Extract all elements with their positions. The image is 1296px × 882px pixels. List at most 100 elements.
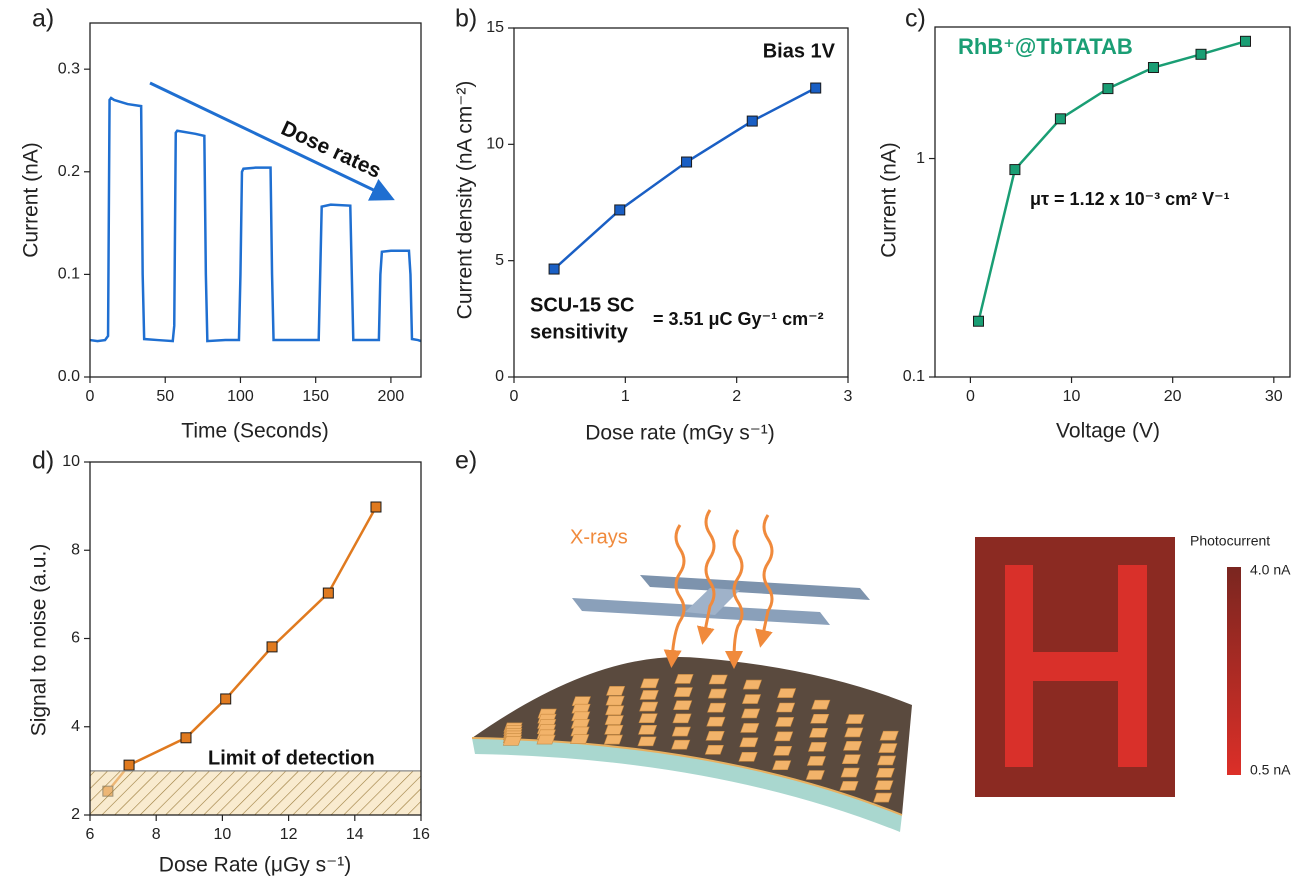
pixel <box>841 768 859 777</box>
pixel <box>673 714 691 723</box>
pixel <box>879 744 897 753</box>
figure: e) X-rays Photocurrent 4.0 nA 0.5 nA a)T… <box>0 0 1296 882</box>
y-tick-label: 0 <box>495 368 504 385</box>
panel-label: e) <box>455 447 477 475</box>
pixel <box>876 768 894 777</box>
colorbar-label: 0.5 nA <box>1250 762 1291 778</box>
colorbar-label: 4.0 nA <box>1250 562 1291 578</box>
axes-frame <box>90 23 421 377</box>
pixel <box>877 756 895 765</box>
pixel <box>675 674 693 683</box>
x-axis-label: Voltage (V) <box>1056 420 1160 443</box>
pixel <box>705 745 723 754</box>
y-tick-label: 0.3 <box>58 60 80 77</box>
y-tick-label: 0.2 <box>58 163 80 180</box>
marker <box>549 264 559 274</box>
pixel <box>809 728 827 737</box>
annotation: = 3.51 μC Gy⁻¹ cm⁻² <box>653 309 824 329</box>
x-tick-label: 0 <box>510 388 519 405</box>
pixel <box>740 738 758 747</box>
y-tick-label: 4 <box>71 718 80 735</box>
pixel <box>674 701 692 710</box>
x-tick-label: 6 <box>86 826 95 843</box>
y-tick-label: 15 <box>486 19 504 36</box>
annotation: sensitivity <box>530 321 629 343</box>
annotation: Bias 1V <box>763 40 836 62</box>
trend-arrow <box>150 83 384 195</box>
marker <box>181 733 191 743</box>
marker <box>124 760 134 770</box>
beam <box>672 525 684 659</box>
pixel <box>672 740 690 749</box>
pixel <box>843 741 861 750</box>
y-tick-label: 1 <box>916 150 925 167</box>
pixel <box>880 731 898 740</box>
colorbar-title: Photocurrent <box>1190 533 1270 549</box>
annotation: μτ = 1.12 x 10⁻³ cm² V⁻¹ <box>1030 189 1230 209</box>
pixel <box>639 714 657 723</box>
x-tick-label: 10 <box>214 826 232 843</box>
pixel <box>706 731 724 740</box>
x-tick-label: 3 <box>844 388 853 405</box>
electrode <box>640 575 870 600</box>
annotation: SCU-15 SC <box>530 294 634 316</box>
pixel <box>741 709 759 718</box>
panel-label: b) <box>455 5 477 33</box>
pixel <box>806 770 824 779</box>
pixel <box>739 752 757 761</box>
pixel <box>743 680 761 689</box>
beam <box>734 530 742 660</box>
pixel <box>773 761 791 770</box>
x-tick-label: 100 <box>227 388 254 405</box>
pixel <box>845 728 863 737</box>
y-tick-label: 0.1 <box>903 368 925 385</box>
y-axis-label: Signal to noise (a.u.) <box>28 544 51 737</box>
pixel <box>605 725 623 734</box>
pixel <box>709 675 727 684</box>
x-tick-label: 20 <box>1164 388 1182 405</box>
marker <box>1010 165 1020 175</box>
pixel <box>708 703 726 712</box>
pixel <box>640 702 658 711</box>
pixel <box>842 755 860 764</box>
pixel <box>846 715 864 724</box>
pixel <box>674 688 692 697</box>
x-tick-label: 0 <box>86 388 95 405</box>
x-tick-label: 16 <box>412 826 430 843</box>
marker <box>615 205 625 215</box>
marker <box>323 588 333 598</box>
x-axis-label: Time (Seconds) <box>181 420 328 443</box>
annotation: Limit of detection <box>208 747 375 769</box>
x-tick-label: 50 <box>156 388 174 405</box>
marker <box>1103 84 1113 94</box>
x-axis-label: Dose Rate (μGy s⁻¹) <box>159 854 351 877</box>
annotation: RhB⁺@TbTATAB <box>958 34 1133 59</box>
beam-label: X-rays <box>570 526 628 548</box>
pixel <box>840 781 858 790</box>
pixel <box>873 793 891 802</box>
y-tick-label: 0.1 <box>58 266 80 283</box>
marker <box>811 83 821 93</box>
panel-e: e) X-rays Photocurrent 4.0 nA 0.5 nA <box>455 447 1291 832</box>
x-tick-label: 0 <box>966 388 975 405</box>
pixel <box>776 703 794 712</box>
pixel <box>808 742 826 751</box>
y-tick-label: 2 <box>71 806 80 823</box>
panel-label: c) <box>905 5 926 33</box>
y-tick-label: 10 <box>486 136 504 153</box>
y-axis-label: Current (nA) <box>878 142 901 258</box>
pixel <box>605 716 623 725</box>
marker <box>371 502 381 512</box>
pixel <box>742 695 760 704</box>
pixel <box>571 735 589 744</box>
pixel <box>775 717 793 726</box>
marker <box>973 316 983 326</box>
x-tick-label: 12 <box>280 826 298 843</box>
x-tick-label: 30 <box>1265 388 1283 405</box>
annotation: Dose rates <box>278 117 385 183</box>
heatmap-pixels <box>1005 565 1033 767</box>
pixel <box>875 781 893 790</box>
x-tick-label: 2 <box>732 388 741 405</box>
pixel <box>672 727 690 736</box>
